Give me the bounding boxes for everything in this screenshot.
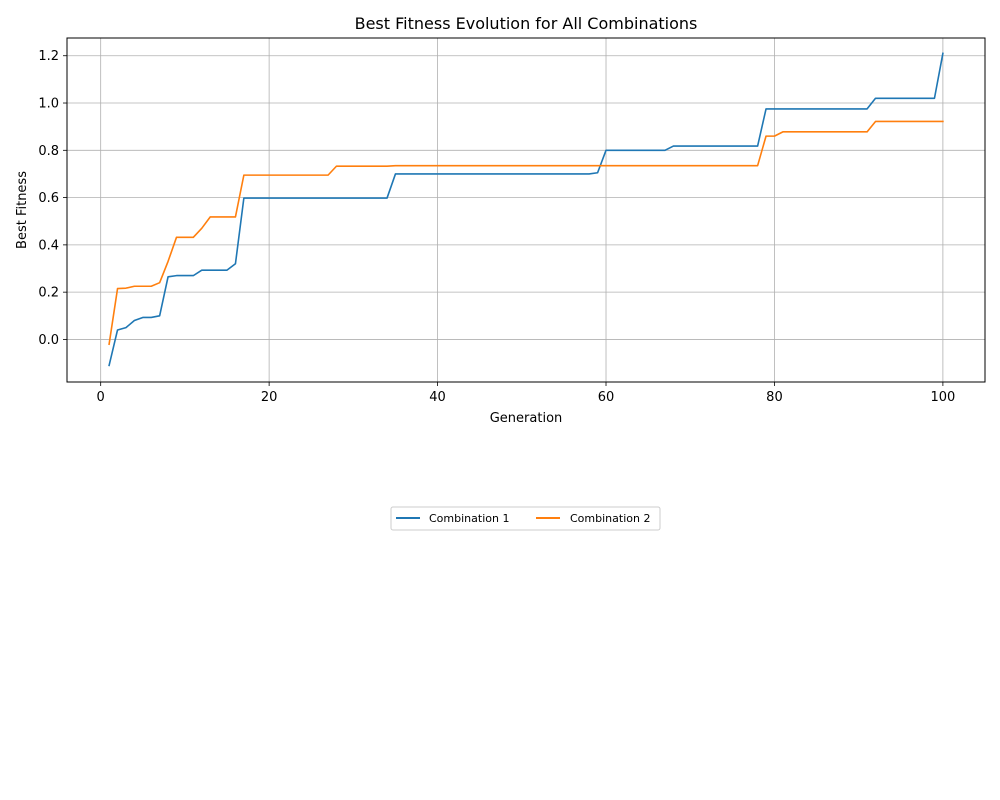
plot-area-frame (66, 37, 986, 383)
y-tick-label: 0.8 (38, 144, 59, 159)
series-line-combination-1 (108, 52, 944, 367)
x-tick-label: 60 (598, 390, 615, 405)
y-tick-label: 0.4 (38, 238, 59, 253)
y-tick-label: 1.2 (38, 49, 59, 64)
grid (67, 38, 985, 382)
y-tick-label: 0.2 (38, 286, 59, 301)
y-axis-label: Best Fitness (15, 171, 30, 249)
legend-frame (390, 506, 661, 531)
series-lines (108, 52, 944, 367)
x-axis-ticks: 0 20 40 60 80 100 (97, 382, 955, 405)
legend-label-combination-1: Combination 1 (429, 512, 509, 525)
chart-title: Best Fitness Evolution for All Combinati… (355, 14, 698, 33)
legend-label-combination-2: Combination 2 (570, 512, 650, 525)
y-tick-label: 0.0 (38, 333, 59, 348)
x-tick-label: 100 (930, 390, 955, 405)
x-tick-label: 0 (97, 390, 105, 405)
legend: Combination 1 Combination 2 (390, 506, 661, 531)
x-axis-label: Generation (490, 411, 563, 426)
y-tick-label: 0.6 (38, 191, 59, 206)
x-tick-label: 80 (766, 390, 783, 405)
x-tick-label: 40 (429, 390, 446, 405)
y-tick-label: 1.0 (38, 97, 59, 112)
x-tick-label: 20 (261, 390, 278, 405)
series-line-combination-2 (108, 120, 944, 346)
y-axis-ticks: 0.0 0.2 0.4 0.6 0.8 1.0 1.2 (38, 49, 67, 348)
